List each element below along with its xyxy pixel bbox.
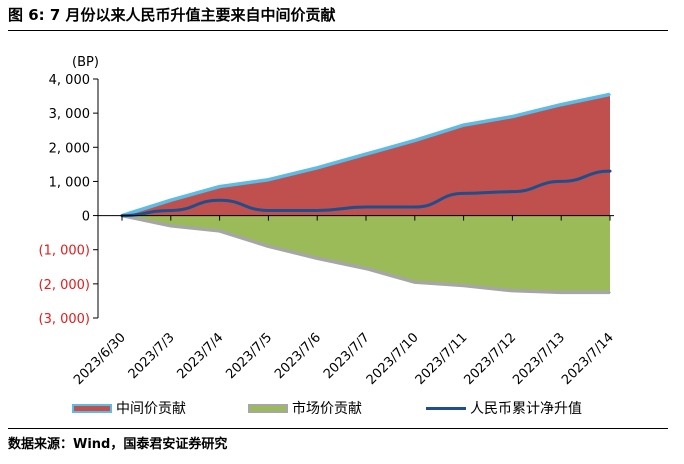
x-tick-label-8: 2023/7/12 — [461, 330, 519, 388]
area-point-series-1-3 — [267, 245, 270, 248]
line-point-series-2-9 — [560, 180, 563, 183]
title-rule — [8, 30, 668, 31]
plot-area: 4, 000 3, 000 2, 000 1, 000 0 (1, 000) (2, 000… — [39, 73, 617, 388]
y-tick-label-0: 4, 000 — [49, 73, 90, 88]
area-point-series-0-2 — [218, 185, 221, 188]
x-tick-label-7: 2023/7/11 — [413, 330, 471, 388]
area-series-1 — [122, 215, 610, 293]
legend-swatch-market — [248, 403, 288, 413]
y-tick-label-4: 0 — [82, 210, 90, 225]
line-point-series-2-5 — [364, 205, 368, 209]
x-tick-label-5: 2023/7/7 — [321, 330, 373, 382]
area-point-series-1-6 — [414, 281, 416, 283]
legend-item-central-parity: 中间价贡献 — [72, 398, 186, 418]
y-tick-label-6: (2, 000) — [39, 278, 91, 293]
area-point-series-0-9 — [560, 103, 562, 106]
area-point-series-0-5 — [365, 153, 367, 155]
legend-swatch-net-appreciation — [426, 406, 466, 410]
legend-item-market: 市场价贡献 — [248, 398, 362, 418]
x-tick-label-4: 2023/7/6 — [272, 330, 324, 382]
x-tick-label-3: 2023/7/5 — [223, 330, 275, 382]
area-point-series-0-10 — [609, 93, 611, 96]
area-point-series-0-1 — [170, 199, 172, 202]
x-tick-label-10: 2023/7/14 — [559, 330, 617, 388]
legend-label-market: 市场价贡献 — [292, 401, 362, 417]
line-point-series-2-2 — [218, 199, 221, 202]
area-point-series-1-8 — [511, 289, 514, 292]
area-point-series-1-2 — [218, 230, 221, 232]
x-tick-label-1: 2023/7/3 — [126, 330, 178, 382]
area-point-series-1-4 — [316, 257, 319, 260]
figure-title: 图 6: 7 月份以来人民币升值主要来自中间价贡献 — [8, 6, 336, 24]
source-rule — [8, 428, 668, 429]
legend: 中间价贡献 市场价贡献 人民币累计净升值 — [70, 396, 670, 422]
line-point-series-2-6 — [413, 205, 416, 209]
line-point-series-2-3 — [267, 209, 270, 212]
line-point-series-2-4 — [316, 209, 319, 212]
area-point-series-0-8 — [511, 115, 514, 118]
y-tick-label-1: 3, 000 — [49, 107, 90, 122]
area-chart: (BP) 4, 000 3, 000 2, 000 1, 000 0 (1, 000) (2… — [39, 55, 617, 388]
area-point-series-0-6 — [414, 139, 416, 142]
x-tick-label-9: 2023/7/13 — [510, 330, 568, 388]
area-point-series-0-4 — [316, 166, 319, 169]
legend-label-central-parity: 中间价贡献 — [116, 401, 186, 417]
legend-label-net-appreciation: 人民币累计净升值 — [470, 401, 582, 417]
line-point-series-2-8 — [511, 190, 514, 193]
y-tick-label-2: 2, 000 — [49, 141, 90, 156]
line-point-series-2-10 — [608, 169, 612, 173]
source-note: 数据来源：Wind，国泰君安证券研究 — [8, 437, 228, 452]
area-point-series-0-7 — [462, 124, 465, 126]
area-point-series-1-9 — [560, 291, 562, 294]
y-tick-label-7: (3, 000) — [39, 312, 91, 327]
y-tick-label-3: 1, 000 — [49, 175, 90, 190]
legend-item-net-appreciation: 人民币累计净升值 — [426, 398, 582, 418]
unit-label: (BP) — [72, 55, 99, 70]
y-tick-label-5: (1, 000) — [39, 244, 91, 259]
x-tick-label-2: 2023/7/4 — [175, 330, 227, 382]
area-point-series-1-1 — [170, 225, 172, 227]
x-tick-label-6: 2023/7/10 — [364, 330, 422, 388]
x-tick-label-0: 2023/6/30 — [71, 330, 129, 388]
line-point-series-2-7 — [462, 192, 465, 195]
area-point-series-1-7 — [462, 284, 465, 287]
area-point-series-1-10 — [609, 291, 611, 294]
area-point-series-0-3 — [267, 178, 270, 181]
area-point-series-1-5 — [365, 267, 367, 270]
line-point-series-2-1 — [169, 209, 172, 212]
legend-swatch-central-parity — [72, 403, 112, 413]
